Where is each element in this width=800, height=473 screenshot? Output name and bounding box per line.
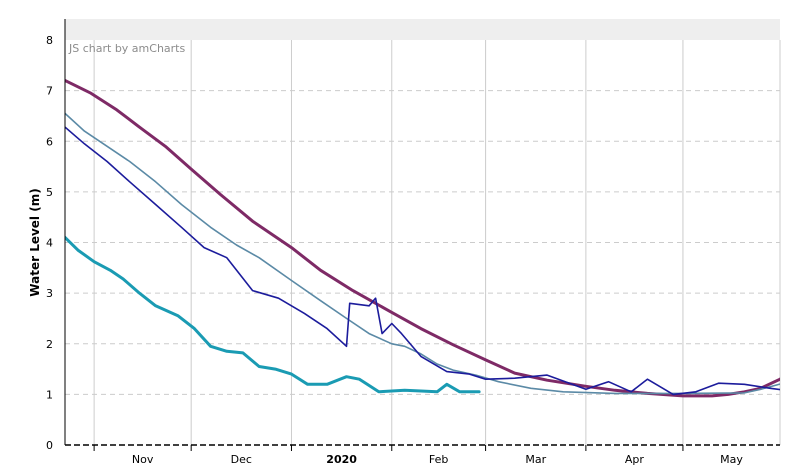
x-tick-label: 2020 bbox=[326, 453, 357, 466]
y-axis-title: Water Level (m) bbox=[28, 188, 42, 296]
y-tick-label: 8 bbox=[46, 34, 53, 47]
series-layer bbox=[65, 79, 780, 398]
x-tick-label: Feb bbox=[429, 453, 448, 466]
chart-credit[interactable]: JS chart by amCharts bbox=[68, 42, 185, 55]
x-tick-label: Nov bbox=[132, 453, 154, 466]
y-tick-label: 1 bbox=[46, 388, 53, 401]
y-tick-label: 2 bbox=[46, 338, 53, 351]
x-tick-label: Dec bbox=[231, 453, 252, 466]
series-line-2 bbox=[65, 112, 780, 395]
x-tick-label: Apr bbox=[625, 453, 645, 466]
y-tick-label: 6 bbox=[46, 135, 53, 148]
y-tick-label: 0 bbox=[46, 439, 53, 452]
y-tick-label: 3 bbox=[46, 287, 53, 300]
y-tick-label: 7 bbox=[46, 85, 53, 98]
series-line-4 bbox=[65, 235, 481, 394]
y-tick-label: 4 bbox=[46, 237, 53, 250]
header-band bbox=[65, 19, 780, 40]
axes bbox=[64, 19, 780, 451]
series-line-3 bbox=[65, 126, 780, 396]
grid-lines bbox=[65, 40, 781, 445]
x-tick-label: May bbox=[720, 453, 743, 466]
y-tick-label: 5 bbox=[46, 186, 53, 199]
series-line-1 bbox=[65, 79, 780, 398]
tick-labels: 0 1 2 3 4 5 6 7 8 Nov Dec 2020 Feb Mar Apr May bbox=[46, 34, 743, 466]
x-tick-label: Mar bbox=[525, 453, 546, 466]
